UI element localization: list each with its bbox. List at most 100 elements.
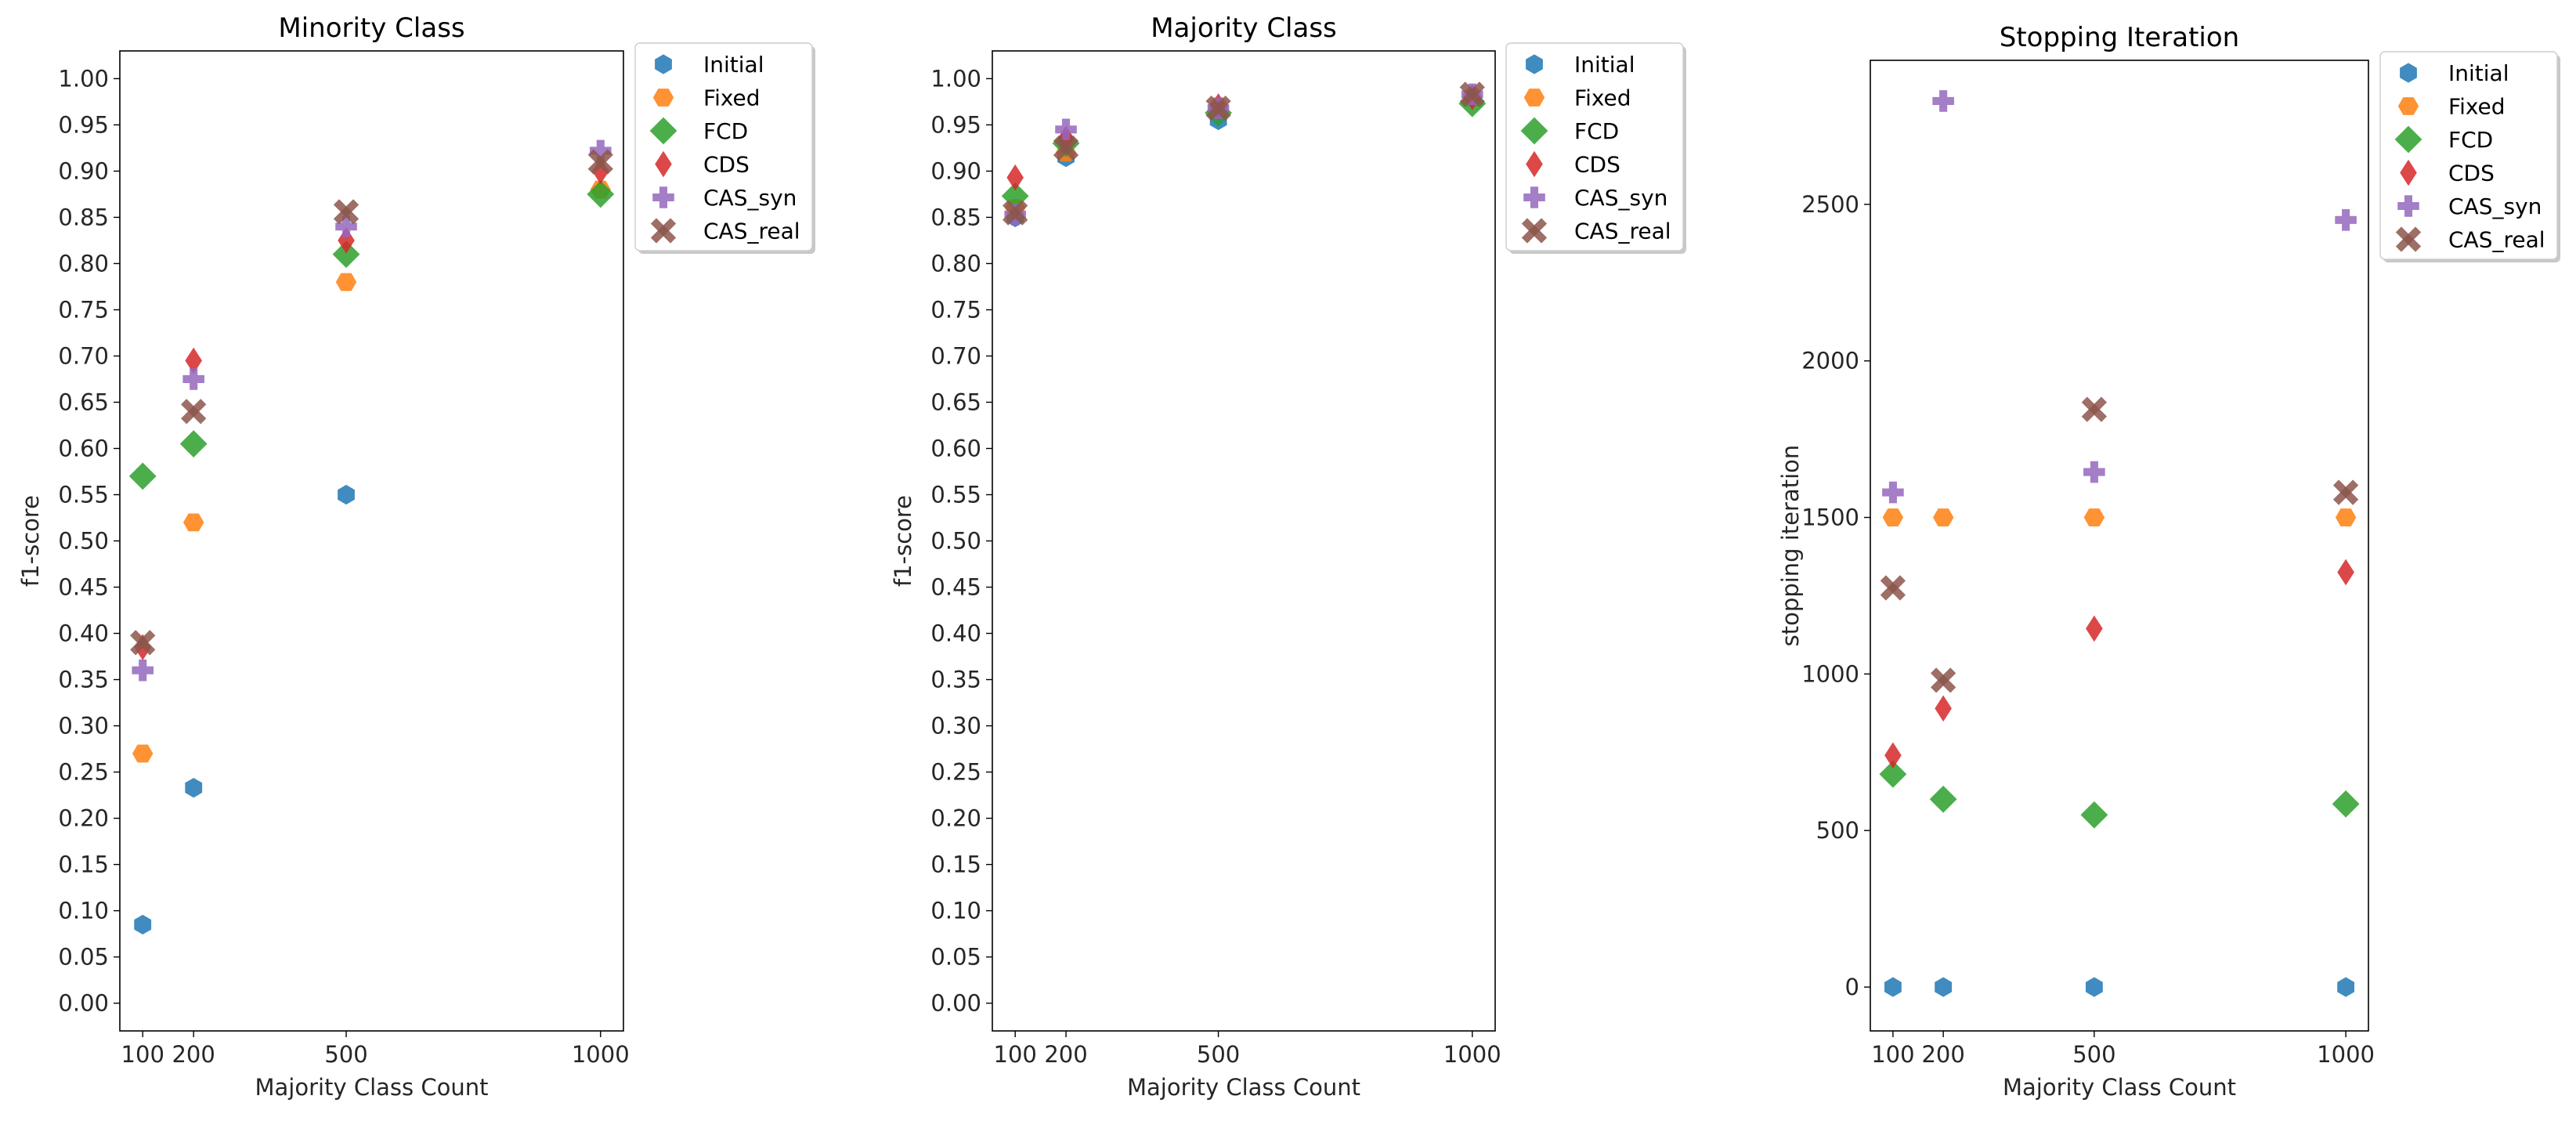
point-cds [1935, 695, 1952, 722]
point-fixed [132, 744, 154, 763]
plot-frame [1870, 60, 2369, 1032]
point-initial [185, 778, 203, 798]
point-cas-real [1205, 96, 1231, 121]
legend-label: FCD [2448, 127, 2493, 153]
legend-box [634, 42, 813, 251]
point-fcd [2080, 801, 2108, 829]
y-tick-label: 0.05 [58, 944, 109, 971]
legend-marker-fixed [2397, 97, 2419, 115]
point-cas-syn [132, 659, 154, 682]
legend-label: Initial [703, 52, 764, 78]
y-tick-label: 0.30 [58, 713, 109, 739]
point-cas-syn [2335, 209, 2357, 231]
point-cas-real [1880, 575, 1906, 601]
y-tick-label: 0.55 [930, 481, 981, 508]
y-tick-label: 0 [1845, 974, 1859, 1000]
point-initial [134, 914, 152, 935]
legend-label: CAS_syn [2448, 193, 2542, 219]
y-axis-label: stopping iteration [1777, 445, 1804, 647]
panel-stopping-iteration: Stopping Iteration Majority Class Count … [1777, 22, 2560, 1101]
point-cds [1006, 164, 1024, 191]
legend-marker-cds [2400, 159, 2417, 186]
legend-label: CAS_real [1574, 219, 1671, 244]
panel-minority-class: Minority Class Majority Class Count f1-s… [17, 13, 815, 1101]
legend-label: Initial [1574, 52, 1635, 78]
point-fixed [183, 513, 204, 532]
point-cas-syn [1055, 118, 1077, 141]
legend: Initial Fixed FCD CDS CAS_syn CAS_real [634, 42, 815, 254]
panel-majority-class: Majority Class Majority Class Count f1-s… [890, 13, 1686, 1101]
point-fcd [332, 240, 360, 269]
point-cas-real [1053, 135, 1079, 161]
y-tick-label: 0.85 [58, 204, 109, 230]
point-cas-syn [1882, 481, 1904, 504]
legend-label: CAS_syn [703, 185, 797, 211]
legend: Initial Fixed FCD CDS CAS_syn CAS_real [2379, 51, 2560, 262]
y-tick-label: 0.15 [930, 852, 981, 878]
x-tick-label: 500 [324, 1041, 367, 1068]
legend-marker-fixed [1523, 89, 1545, 107]
point-fcd [179, 430, 208, 457]
point-fcd [587, 180, 615, 208]
chart-title: Majority Class [1151, 13, 1337, 44]
y-tick-label: 0.25 [58, 759, 109, 786]
legend-label: FCD [703, 118, 748, 144]
point-initial [1935, 977, 1953, 997]
point-cds [2086, 615, 2103, 642]
y-tick-label: 0.50 [58, 528, 109, 555]
legend-marker-cas-real [1521, 218, 1548, 244]
legend-marker-cas-syn [2397, 195, 2419, 217]
y-tick-label: 0.70 [58, 342, 109, 369]
y-tick-label: 0.40 [930, 620, 981, 647]
y-tick-label: 0.35 [930, 667, 981, 693]
y-tick-label: 0.10 [58, 898, 109, 924]
legend-label: CDS [2448, 161, 2495, 186]
legend-label: CAS_real [703, 219, 800, 244]
x-tick-label: 1000 [2317, 1041, 2375, 1068]
point-fixed [2335, 508, 2357, 526]
legend-marker-fcd [2394, 125, 2422, 154]
x-axis-label: Majority Class Count [1127, 1074, 1360, 1101]
point-initial [1884, 977, 1902, 997]
y-tick-label: 500 [1816, 817, 1859, 844]
point-cas-real [2081, 396, 2108, 422]
point-cas-syn [2083, 461, 2105, 483]
x-tick-label: 200 [1921, 1041, 1964, 1068]
y-tick-label: 0.90 [58, 157, 109, 184]
y-tick-label: 0.75 [930, 296, 981, 323]
y-tick-label: 0.50 [930, 528, 981, 555]
y-tick-label: 0.00 [58, 990, 109, 1017]
point-fcd [128, 462, 157, 490]
chart-title: Stopping Iteration [2000, 22, 2239, 53]
y-tick-label: 0.00 [930, 990, 981, 1017]
point-fixed [335, 273, 357, 291]
legend-box [2379, 51, 2558, 260]
legend-marker-cas-real [2395, 226, 2422, 252]
y-tick-label: 1000 [1801, 660, 1859, 687]
legend-label: Fixed [1574, 85, 1631, 111]
y-tick-label: 0.55 [58, 481, 109, 508]
y-tick-label: 0.15 [58, 852, 109, 878]
point-fcd [2332, 790, 2360, 818]
point-cas-real [130, 630, 156, 656]
y-tick-label: 1500 [1801, 504, 1859, 531]
legend-label: CDS [703, 152, 750, 178]
legend-marker-initial [1526, 54, 1543, 74]
point-initial [2086, 977, 2103, 997]
x-tick-label: 200 [1044, 1041, 1087, 1068]
y-tick-label: 0.20 [58, 805, 109, 832]
plot-frame [992, 50, 1496, 1032]
legend-marker-fcd [649, 117, 677, 145]
y-axis-label: f1-score [17, 495, 44, 587]
y-tick-label: 0.10 [930, 898, 981, 924]
y-tick-label: 2500 [1801, 191, 1859, 218]
y-tick-label: 0.60 [58, 435, 109, 461]
point-cds [2337, 559, 2354, 586]
x-tick-label: 500 [1197, 1041, 1240, 1068]
x-tick-label: 500 [2072, 1041, 2115, 1068]
y-tick-label: 0.85 [930, 204, 981, 230]
legend-label: CAS_real [2448, 227, 2545, 253]
y-tick-label: 0.35 [58, 667, 109, 693]
y-tick-label: 0.70 [930, 342, 981, 369]
